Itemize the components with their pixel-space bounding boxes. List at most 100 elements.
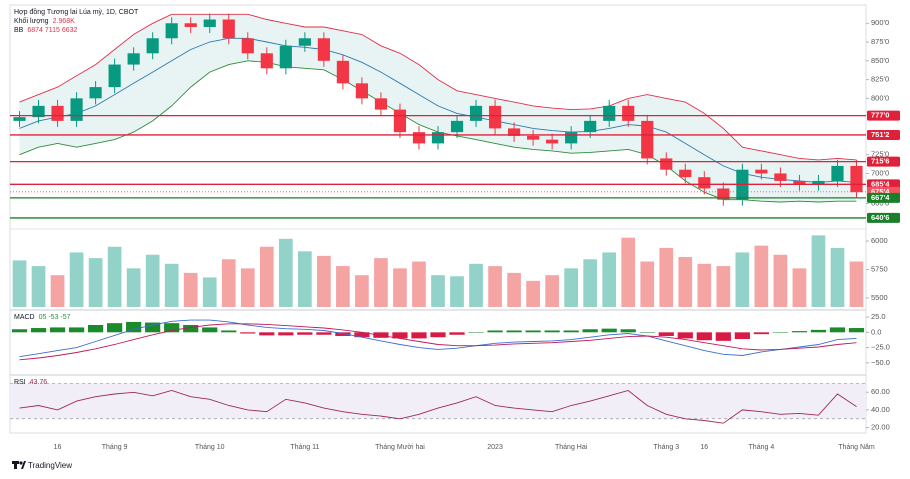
volume-bar (145, 254, 160, 307)
macd-histogram (791, 331, 808, 333)
macd-histogram (848, 328, 865, 333)
x-tick-label: Tháng Năm (838, 444, 875, 451)
candle-body (603, 105, 616, 121)
volume-bar (849, 261, 864, 307)
plot-frame (9, 4, 867, 434)
candle-body (393, 109, 407, 133)
price-label: 685'4 (871, 179, 890, 188)
volume-bar (678, 257, 693, 307)
x-tick-label: 16 (700, 444, 708, 451)
volume-bar (830, 247, 845, 307)
y-tick-label: −25.0 (871, 343, 890, 352)
y-tick-label: −50.0 (871, 358, 890, 367)
candle-body (831, 165, 844, 181)
volume-bar (355, 275, 369, 307)
price-label: 667'4 (871, 193, 890, 202)
y-tick-label: 875'0 (871, 37, 889, 46)
volume-legend: Khối lượng 2.968K (14, 16, 75, 25)
volume-bar (221, 259, 236, 307)
candle-body (508, 128, 521, 136)
y-tick-label: 20.00 (871, 423, 890, 432)
price-label: 777'0 (871, 111, 889, 120)
x-tick-label: Tháng 9 (102, 444, 128, 451)
candle-body (222, 19, 235, 39)
candle-body (203, 19, 216, 28)
candle-body (336, 60, 349, 84)
x-tick-label: Tháng 4 (749, 444, 775, 451)
y-tick-label: 6000 (871, 236, 888, 245)
macd-histogram (202, 327, 218, 333)
macd-histogram (87, 324, 104, 333)
candle-body (450, 120, 464, 133)
macd-histogram (772, 332, 789, 333)
macd-histogram (810, 329, 827, 333)
volume-bar (412, 261, 426, 307)
candle-body (698, 177, 711, 189)
candle-body (51, 105, 64, 121)
volume-bar (469, 263, 483, 307)
candle-body (622, 105, 635, 121)
volume-bar (202, 277, 217, 307)
volume-bar (374, 258, 388, 307)
y-tick-label: 25.0 (871, 312, 886, 321)
price-label: 715'6 (871, 157, 889, 166)
macd-histogram (183, 324, 199, 333)
price-label-bg (867, 110, 900, 121)
x-tick-label: Tháng 11 (290, 444, 319, 451)
candle-body (184, 23, 197, 28)
macd-histogram (715, 332, 731, 341)
macd-histogram (11, 329, 28, 333)
volume-bar (602, 252, 617, 307)
candle-body (717, 188, 730, 200)
candle-body (355, 83, 368, 99)
price-label-bg (867, 129, 900, 140)
rsi-line (19, 390, 857, 424)
volume-bar (107, 246, 122, 307)
macd-histogram (506, 330, 522, 333)
volume-bar (183, 272, 198, 307)
x-tick-label: 2023 (487, 444, 503, 451)
y-tick-label: 0.0 (871, 327, 881, 336)
volume-bar (317, 255, 331, 307)
volume-bar (583, 259, 598, 307)
volume-bar (640, 261, 655, 307)
macd-histogram (164, 323, 180, 333)
x-tick-label: Tháng Mười hai (375, 444, 425, 451)
y-tick-label: 900'0 (871, 18, 889, 27)
y-tick-label: 60.00 (871, 387, 890, 396)
macd-histogram (525, 330, 541, 333)
bb-values: 6874 7115 6632 (27, 27, 77, 34)
volume-bar (278, 238, 293, 307)
candle-body (679, 169, 692, 178)
candle-body (412, 132, 426, 144)
candle-body (13, 117, 26, 121)
macd-histogram (221, 330, 237, 333)
macd-histogram (487, 330, 503, 333)
price-label: 640'6 (871, 213, 889, 222)
volume-bar (507, 272, 521, 307)
candle-body (755, 169, 768, 174)
macd-histogram (449, 332, 465, 335)
rsi-legend: RSI 43.76 (14, 379, 47, 386)
candle-body (241, 38, 254, 54)
y-tick-label: 660'0 (871, 198, 889, 207)
macd-line (19, 319, 857, 358)
volume-bar (792, 268, 807, 307)
macd-histogram (335, 332, 351, 336)
x-tick-label: Tháng 3 (653, 444, 679, 451)
macd-histogram (297, 332, 313, 335)
macd-histogram (30, 328, 47, 333)
volume-bar (164, 263, 179, 307)
bb-label: BB (14, 27, 24, 34)
volume-bar (336, 266, 350, 307)
volume-label: Khối lượng (14, 16, 49, 25)
candle-body (317, 38, 330, 61)
rsi-values: 43.76 (30, 379, 48, 386)
candle-body (298, 38, 311, 46)
volume-bar (69, 252, 84, 307)
y-tick-label: 825'0 (871, 75, 889, 84)
candle-body (793, 180, 806, 185)
volume-bar (811, 235, 826, 307)
macd-histogram (430, 332, 446, 338)
volume-bar (393, 268, 407, 307)
